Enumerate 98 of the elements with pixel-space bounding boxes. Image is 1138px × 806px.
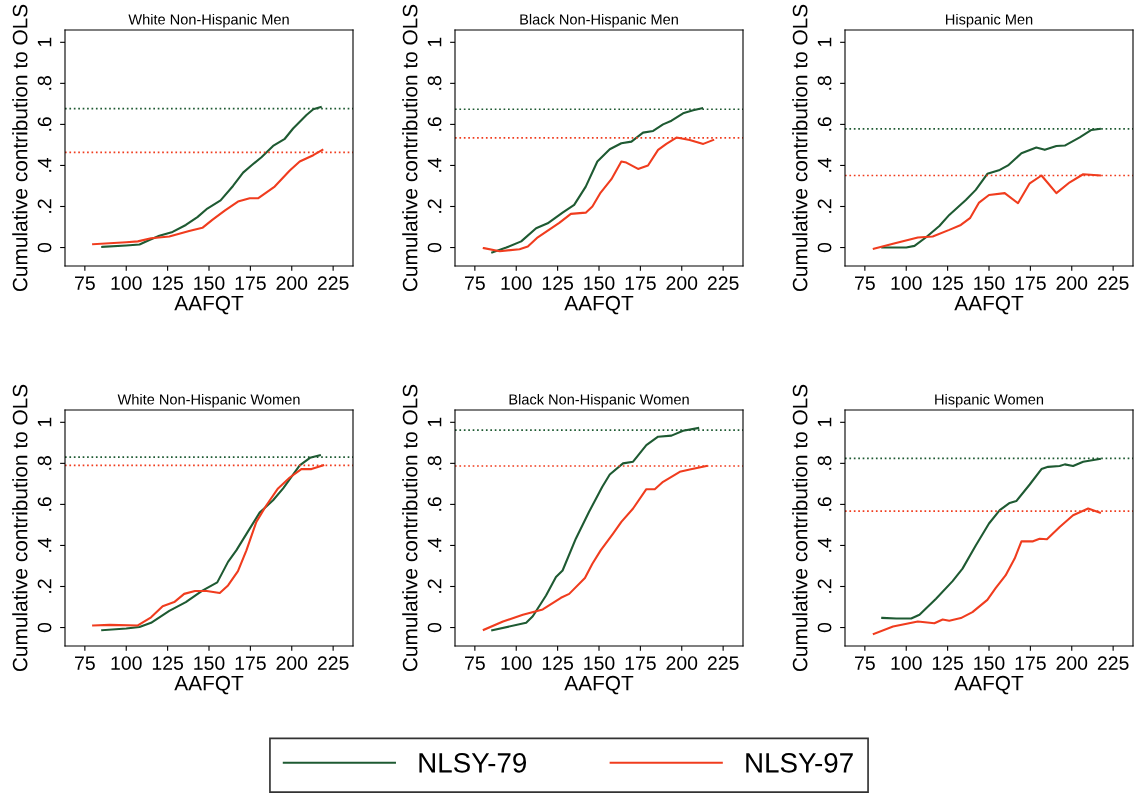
y-tick-label: .2 xyxy=(37,199,52,213)
y-tick-label: 1 xyxy=(37,417,52,427)
y-axis-title: Cumulative contribution to OLS xyxy=(12,4,28,292)
y-tick-label: .8 xyxy=(427,456,442,470)
x-tick-label: 125 xyxy=(152,656,184,670)
chart-title: Black Non-Hispanic Women xyxy=(509,393,689,408)
legend-label: NLSY-97 xyxy=(746,753,853,773)
y-axis-title: Cumulative contribution to OLS xyxy=(792,4,808,292)
x-tick-label: 225 xyxy=(317,656,349,670)
y-tick-label: .8 xyxy=(37,76,52,90)
chart-title: Hispanic Women xyxy=(935,393,1044,408)
chart-title: White Non-Hispanic Women xyxy=(117,393,300,408)
y-tick-label: .4 xyxy=(37,537,52,552)
x-tick-label: 125 xyxy=(542,656,574,670)
x-tick-label: 200 xyxy=(276,656,308,670)
x-tick-label: 100 xyxy=(111,656,142,670)
legend-label: NLSY-79 xyxy=(419,753,527,773)
y-axis-title: Cumulative contribution to OLS xyxy=(402,384,418,672)
x-tick-label: 150 xyxy=(584,276,615,290)
y-tick-label: .2 xyxy=(427,579,442,593)
y-tick-label: 1 xyxy=(817,37,832,47)
y-tick-label: .8 xyxy=(37,456,52,470)
x-tick-label: 225 xyxy=(317,276,349,290)
x-tick-label: 125 xyxy=(932,276,964,290)
y-tick-label: 1 xyxy=(37,37,52,47)
x-tick-label: 150 xyxy=(584,656,615,670)
y-axis-title: Cumulative contribution to OLS xyxy=(792,384,808,672)
y-tick-label: .6 xyxy=(37,117,52,131)
chart-title: Hispanic Men xyxy=(946,13,1033,28)
chart-title: White Non-Hispanic Men xyxy=(128,13,289,28)
x-tick-label: 175 xyxy=(235,276,266,290)
x-axis-title: AAFQT xyxy=(954,295,1024,315)
x-tick-label: 75 xyxy=(855,276,875,290)
y-tick-label: .8 xyxy=(817,76,832,90)
x-tick-label: 125 xyxy=(542,276,574,290)
x-tick-label: 100 xyxy=(501,276,532,290)
x-tick-label: 125 xyxy=(932,656,964,670)
y-tick-label: .4 xyxy=(817,157,832,172)
y-tick-label: 0 xyxy=(37,622,52,633)
x-tick-label: 100 xyxy=(111,276,142,290)
x-tick-label: 225 xyxy=(707,276,739,290)
x-tick-label: 150 xyxy=(974,656,1005,670)
x-tick-label: 200 xyxy=(1056,656,1088,670)
y-tick-label: 0 xyxy=(427,622,442,633)
y-tick-label: .4 xyxy=(37,157,52,172)
x-tick-label: 175 xyxy=(235,656,266,670)
x-tick-label: 200 xyxy=(276,276,308,290)
y-tick-label: 1 xyxy=(817,417,832,427)
x-tick-label: 175 xyxy=(625,656,656,670)
x-axis-title: AAFQT xyxy=(564,295,634,315)
x-tick-label: 75 xyxy=(855,656,875,670)
x-tick-label: 225 xyxy=(1097,656,1129,670)
y-tick-label: 0 xyxy=(817,242,832,253)
y-tick-label: .2 xyxy=(817,199,832,213)
y-tick-label: .6 xyxy=(427,117,442,131)
y-tick-label: .2 xyxy=(427,199,442,213)
x-tick-label: 225 xyxy=(707,656,739,670)
x-tick-label: 225 xyxy=(1097,276,1129,290)
y-tick-label: .4 xyxy=(427,537,442,552)
x-axis-title: AAFQT xyxy=(174,675,244,695)
y-tick-label: .4 xyxy=(427,157,442,172)
y-axis-title: Cumulative contribution to OLS xyxy=(402,4,418,292)
x-tick-label: 175 xyxy=(625,276,656,290)
y-tick-label: .6 xyxy=(37,497,52,511)
x-tick-label: 75 xyxy=(75,656,95,670)
x-axis-title: AAFQT xyxy=(174,295,244,315)
y-tick-label: 1 xyxy=(427,37,442,47)
y-tick-label: .6 xyxy=(817,497,832,511)
x-tick-label: 175 xyxy=(1015,656,1046,670)
x-tick-label: 100 xyxy=(891,276,922,290)
x-tick-label: 75 xyxy=(75,276,95,290)
y-axis-title: Cumulative contribution to OLS xyxy=(12,384,28,672)
y-tick-label: .4 xyxy=(817,537,832,552)
x-tick-label: 150 xyxy=(974,276,1005,290)
chart-title: Black Non-Hispanic Men xyxy=(520,13,678,28)
y-tick-label: 0 xyxy=(427,242,442,253)
x-tick-label: 100 xyxy=(891,656,922,670)
y-tick-label: 0 xyxy=(37,242,52,253)
y-tick-label: .8 xyxy=(817,456,832,470)
x-tick-label: 200 xyxy=(666,276,698,290)
y-tick-label: 0 xyxy=(817,622,832,633)
x-tick-label: 200 xyxy=(666,656,698,670)
y-tick-label: 1 xyxy=(427,417,442,427)
x-tick-label: 75 xyxy=(465,276,485,290)
y-tick-label: .2 xyxy=(817,579,832,593)
x-tick-label: 75 xyxy=(465,656,485,670)
x-tick-label: 175 xyxy=(1015,276,1046,290)
y-tick-label: .6 xyxy=(427,497,442,511)
x-tick-label: 100 xyxy=(501,656,532,670)
x-axis-title: AAFQT xyxy=(954,675,1024,695)
x-axis-title: AAFQT xyxy=(564,675,634,695)
y-tick-label: .2 xyxy=(37,579,52,593)
x-tick-label: 150 xyxy=(194,656,225,670)
y-tick-label: .6 xyxy=(817,117,832,131)
x-tick-label: 150 xyxy=(194,276,225,290)
x-tick-label: 200 xyxy=(1056,276,1088,290)
y-tick-label: .8 xyxy=(427,76,442,90)
x-tick-label: 125 xyxy=(152,276,184,290)
